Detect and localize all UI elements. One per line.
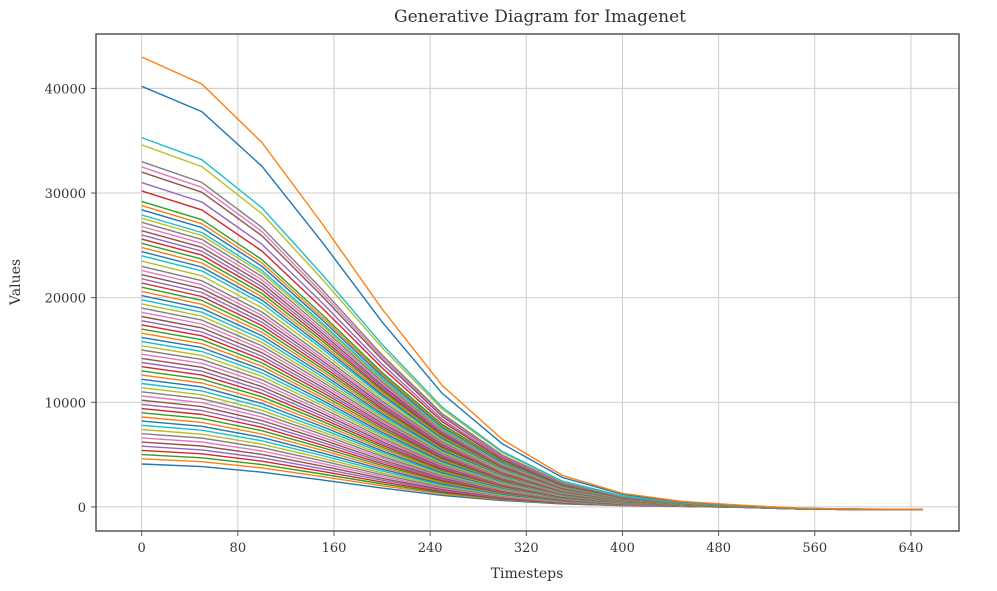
x-tick-label: 160 — [322, 541, 347, 556]
y-tick-label: 20000 — [45, 292, 86, 307]
x-tick-label: 400 — [610, 541, 635, 556]
y-axis-ticks: 0 10000 20000 30000 40000 — [45, 82, 96, 516]
chart-title: Generative Diagram for Imagenet — [394, 7, 686, 27]
y-tick-label: 40000 — [45, 82, 86, 97]
y-axis-label: Values — [8, 259, 24, 306]
series-line — [141, 190, 923, 510]
x-tick-label: 480 — [706, 541, 731, 556]
x-tick-label: 240 — [418, 541, 443, 556]
x-tick-label: 320 — [514, 541, 539, 556]
x-axis-ticks: 0 80 160 240 320 400 480 560 640 — [138, 531, 924, 556]
y-tick-label: 0 — [78, 501, 86, 516]
gridlines — [96, 34, 959, 531]
plot-frame — [95, 33, 960, 532]
series-layer — [141, 56, 923, 511]
x-tick-label: 640 — [899, 541, 924, 556]
series-line — [141, 56, 923, 510]
x-tick-label: 0 — [138, 541, 146, 556]
y-tick-label: 30000 — [45, 187, 86, 202]
y-tick-label: 10000 — [45, 396, 86, 411]
x-tick-label: 560 — [802, 541, 827, 556]
x-axis-label: Timesteps — [491, 566, 564, 582]
x-tick-label: 80 — [230, 541, 247, 556]
